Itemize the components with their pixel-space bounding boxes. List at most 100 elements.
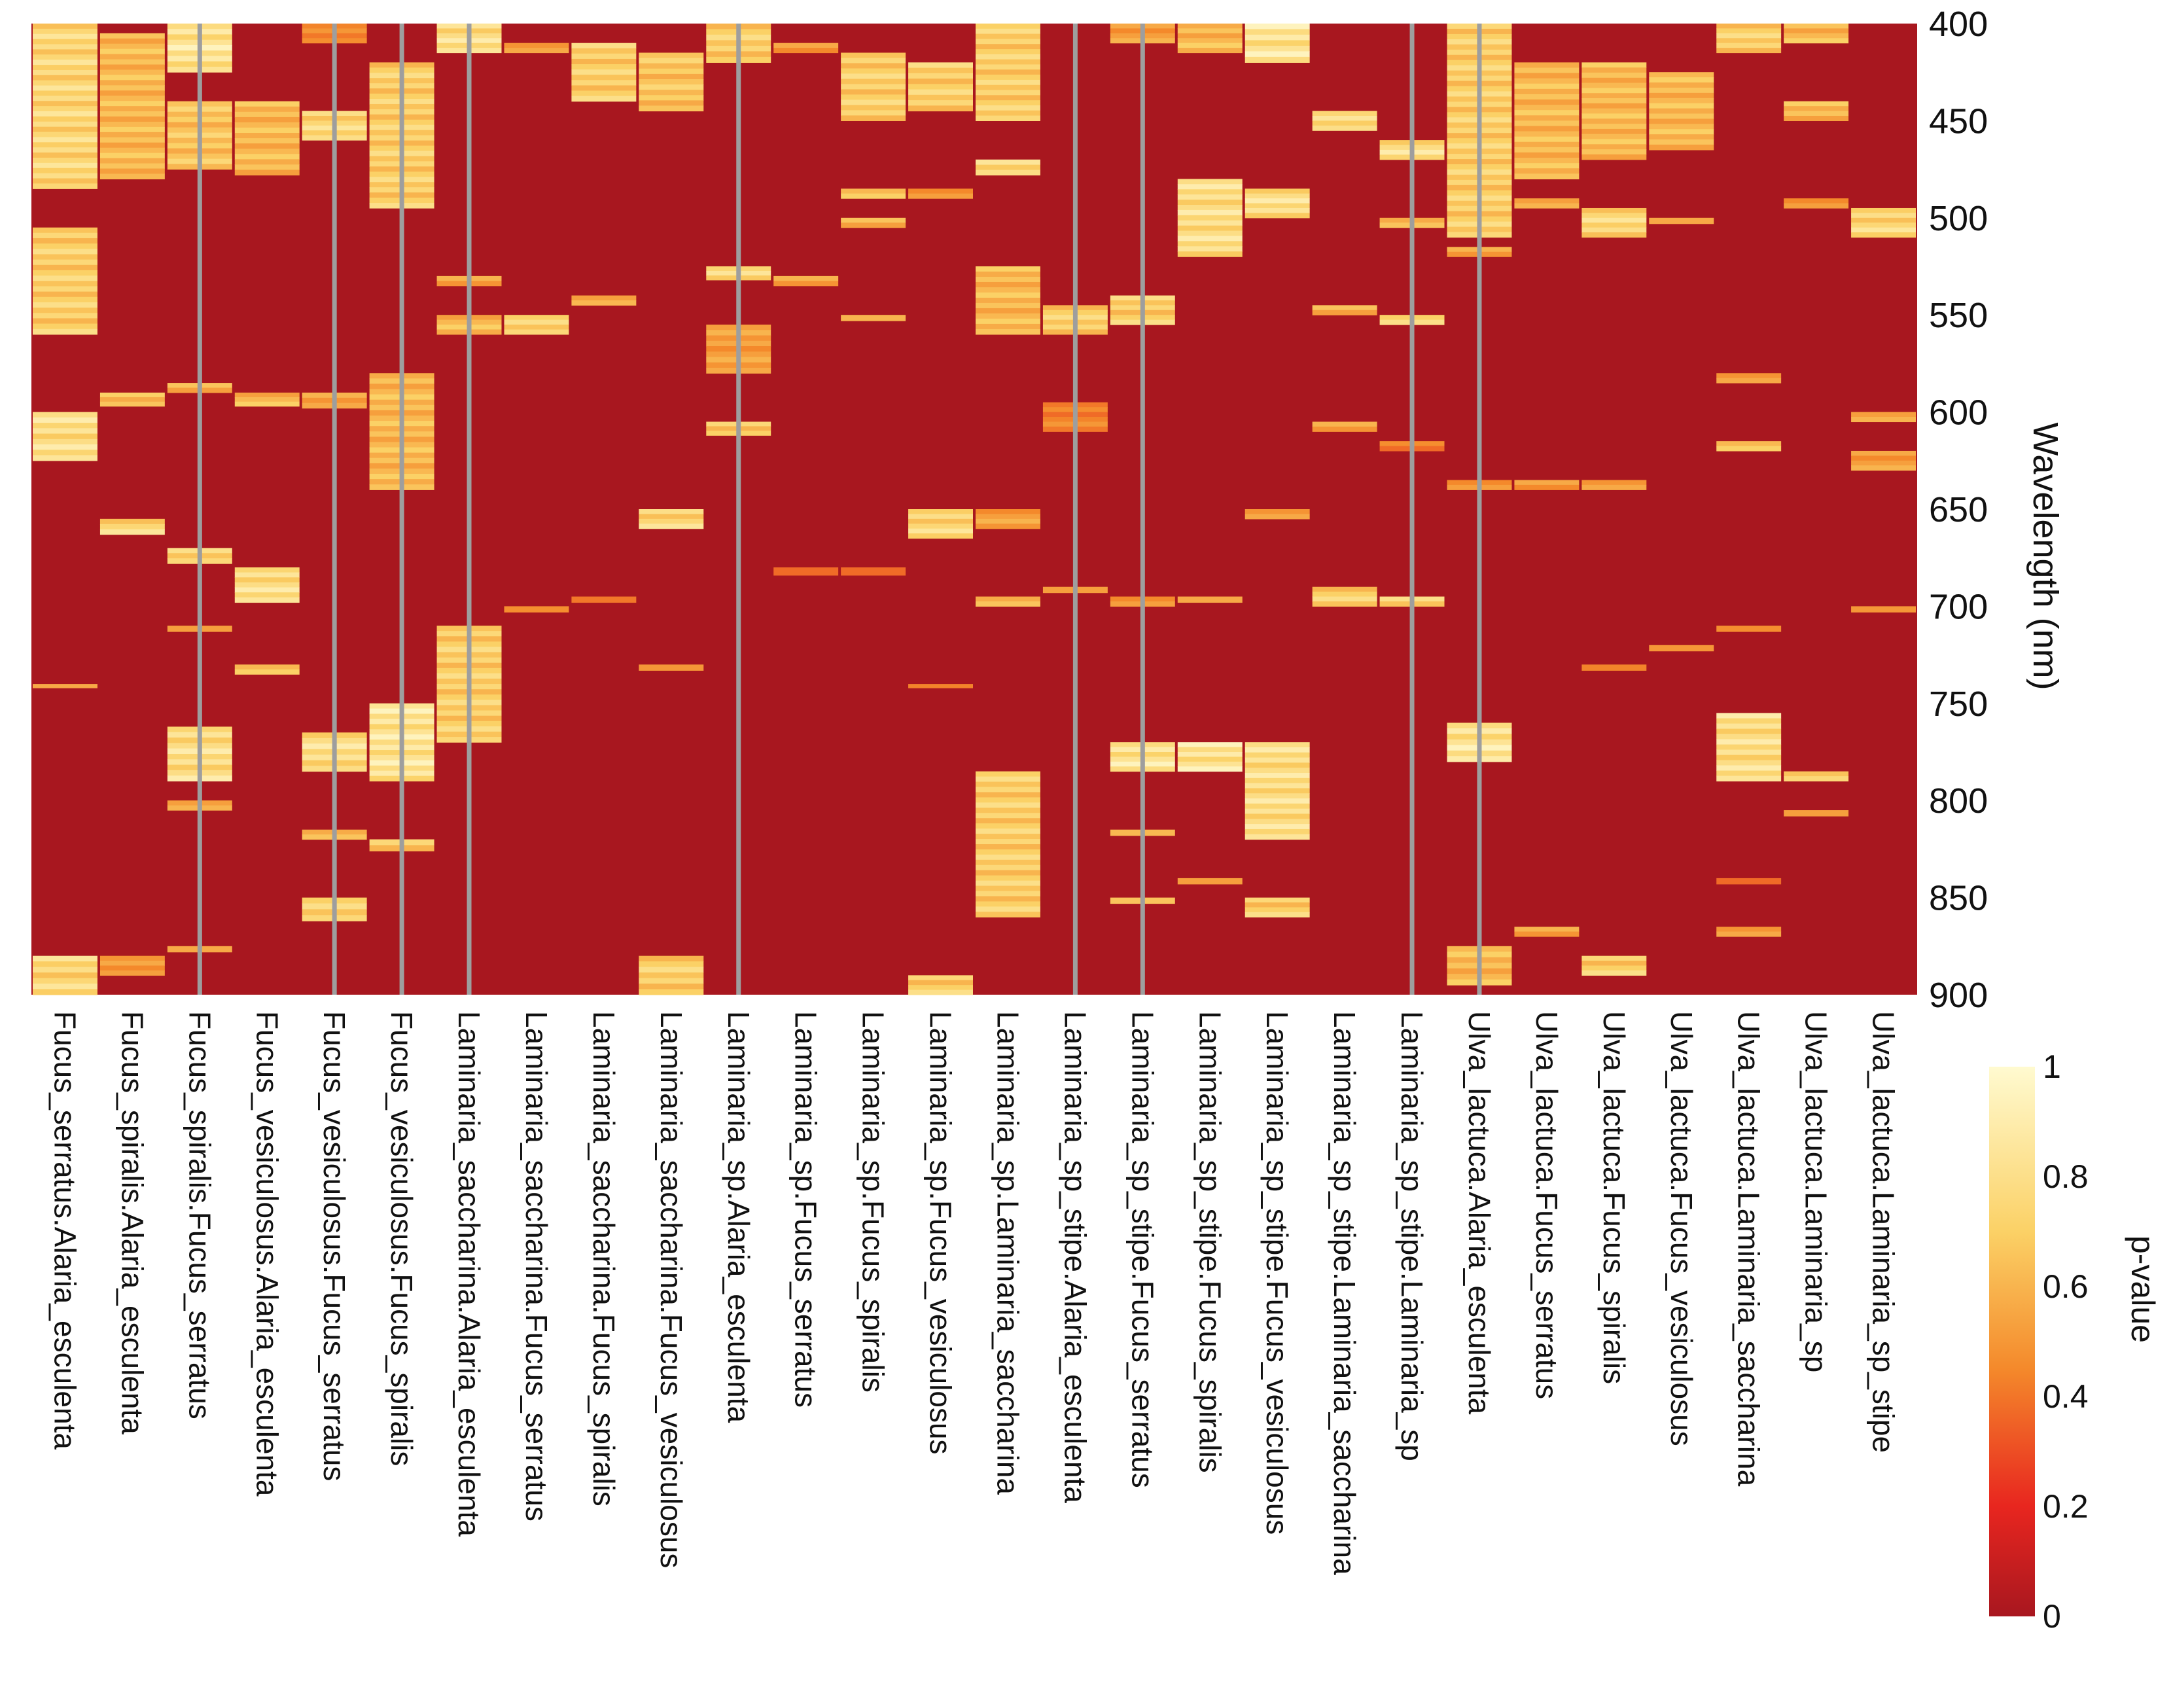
heatmap-cell	[908, 980, 973, 986]
heatmap-cell	[976, 818, 1040, 824]
heatmap-cell	[1245, 834, 1310, 840]
heatmap-cell	[1851, 217, 1916, 223]
heatmap-cell	[976, 266, 1040, 272]
heatmap-cell	[571, 596, 637, 603]
heatmap-cell	[99, 116, 165, 122]
heatmap-cell	[99, 147, 165, 154]
y-tick-label: 400	[1929, 5, 1988, 44]
heatmap-cell	[33, 60, 97, 65]
heatmap-cell	[571, 48, 637, 54]
heatmap-cell	[33, 44, 97, 50]
heatmap-cell	[1581, 144, 1647, 150]
column-label: Laminaria_sp_stipe.Laminaria_saccharina	[1328, 1011, 1362, 1575]
heatmap-cell	[1581, 103, 1647, 109]
heatmap-cell	[976, 64, 1040, 70]
heatmap-cell	[1514, 168, 1580, 174]
heatmap-cell	[841, 193, 906, 199]
heatmap-cell	[33, 132, 97, 138]
heatmap-cell	[1312, 120, 1377, 126]
heatmap-cell	[1784, 28, 1849, 34]
heatmap-cell	[234, 582, 300, 588]
heatmap-cell	[908, 100, 973, 106]
column-label: Laminaria_sp_stipe.Fucus_vesiculosus	[1260, 1011, 1294, 1535]
column-label: Laminaria_saccharina.Fucus_serratus	[520, 1011, 554, 1521]
heatmap-cell	[976, 95, 1040, 101]
heatmap-cell	[1581, 227, 1647, 233]
heatmap-cell	[1716, 734, 1782, 740]
heatmap-cell	[908, 514, 973, 520]
heatmap-cell	[1312, 596, 1377, 602]
heatmap-cell	[1245, 798, 1310, 804]
heatmap-cell	[99, 54, 165, 60]
heatmap-cell	[1177, 766, 1243, 772]
heatmap-cell	[841, 68, 906, 75]
column-label: Laminaria_sp.Fucus_serratus	[789, 1011, 823, 1408]
heatmap-cell	[33, 291, 97, 298]
heatmap-cell	[99, 524, 165, 530]
heatmap-cell	[639, 90, 704, 96]
heatmap-cell	[99, 965, 165, 971]
heatmap-cell	[33, 54, 97, 60]
heatmap-cell	[1514, 480, 1580, 486]
heatmap-cell	[1245, 813, 1310, 819]
heatmap-cell	[1312, 310, 1377, 315]
heatmap-cell	[976, 802, 1040, 808]
heatmap-cell	[976, 859, 1040, 866]
heatmap-cell	[1716, 378, 1782, 383]
heatmap-cell	[976, 518, 1040, 524]
heatmap-cell	[1245, 747, 1310, 753]
heatmap-cell	[33, 142, 97, 148]
heatmap-cell	[908, 684, 973, 688]
heatmap-cell	[1716, 739, 1782, 745]
heatmap-cell	[1245, 757, 1310, 764]
heatmap-cell	[1245, 742, 1310, 748]
heatmap-cell	[99, 137, 165, 143]
heatmap-cell	[33, 417, 97, 423]
heatmap-cell	[234, 122, 300, 128]
column-label: Fucus_spiralis.Alaria_esculenta	[115, 1011, 149, 1434]
heatmap-cell	[908, 533, 973, 539]
heatmap-cell	[841, 315, 906, 321]
heatmap-cell	[1716, 765, 1782, 772]
heatmap-cell	[1851, 207, 1916, 213]
column-label: Ulva_lactuca.Fucus_spiralis	[1597, 1011, 1631, 1384]
heatmap-cell	[1177, 205, 1243, 211]
heatmap-cell	[976, 849, 1040, 855]
heatmap-cell	[33, 276, 97, 281]
heatmap-cell	[99, 392, 165, 398]
heatmap-cell	[99, 152, 165, 159]
heatmap-cell	[1245, 40, 1310, 46]
colorbar-tick-label: 0.6	[2043, 1268, 2089, 1305]
heatmap-cell	[33, 978, 97, 984]
heatmap-cell	[99, 132, 165, 138]
heatmap-cell	[1649, 124, 1714, 130]
heatmap-cell	[639, 95, 704, 101]
heatmap-cell	[1581, 113, 1647, 119]
heatmap-cell	[1312, 421, 1377, 427]
heatmap-cell	[234, 149, 300, 154]
heatmap-cell	[1649, 217, 1714, 224]
column-labels: Fucus_serratus.Alaria_esculenta Fucus_spi…	[48, 1011, 1900, 1575]
heatmap-cell	[33, 323, 97, 330]
heatmap-cell	[33, 183, 97, 189]
heatmap-cell	[1581, 222, 1647, 228]
heatmap-cell	[841, 217, 906, 223]
heatmap-cell	[1784, 203, 1849, 209]
heatmap-cell	[1177, 209, 1243, 216]
heatmap-cell	[908, 524, 973, 529]
heatmap-cell	[33, 423, 97, 429]
heatmap-cell	[976, 115, 1040, 121]
heatmap-cell	[234, 101, 300, 107]
heatmap-cell	[1245, 193, 1310, 199]
heatmap-cell	[1177, 38, 1243, 44]
heatmap-cell	[976, 79, 1040, 86]
heatmap-cell	[99, 106, 165, 112]
heatmap-cell	[1245, 777, 1310, 784]
heatmap-cell	[976, 514, 1040, 520]
colorbar	[1989, 1067, 2035, 1616]
heatmap-cell	[908, 105, 973, 112]
heatmap-cell	[1851, 232, 1916, 238]
heatmap-cell	[639, 509, 704, 515]
heatmap-cell	[1716, 373, 1782, 379]
heatmap-cell	[33, 75, 97, 81]
